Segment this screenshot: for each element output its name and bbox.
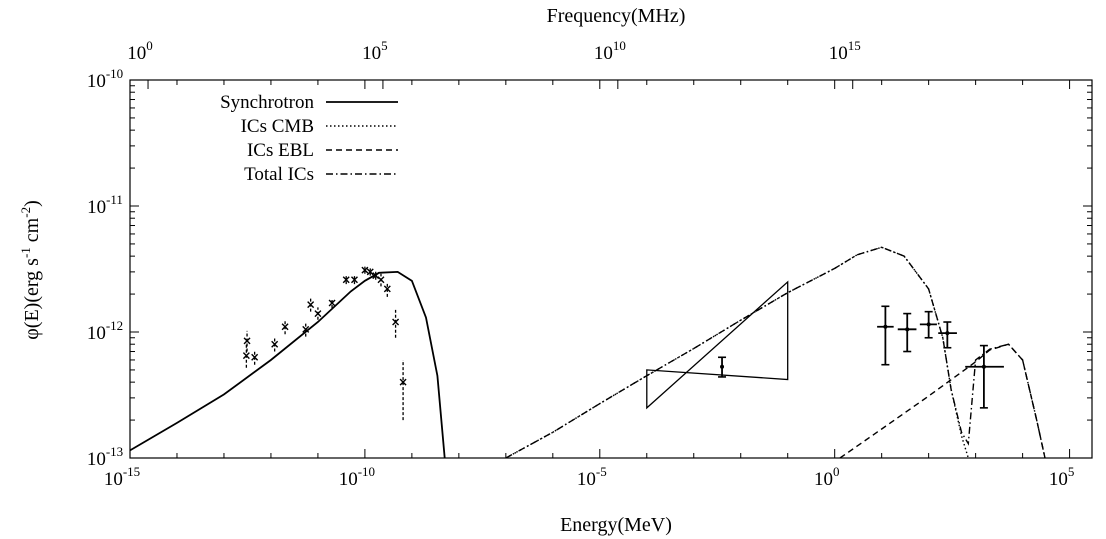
series-ics-cmb bbox=[505, 246, 969, 458]
x2-tick-label: 1010 bbox=[594, 38, 626, 64]
axes-layer bbox=[129, 79, 1093, 459]
data-point-marker bbox=[399, 378, 407, 386]
gamma-point-marker bbox=[905, 327, 910, 332]
x2-tick-label-base: 10 bbox=[127, 43, 146, 64]
y-axis-label-exp: -1 bbox=[18, 247, 33, 258]
gamma-point-marker bbox=[981, 364, 986, 369]
y-tick-label-base: 10 bbox=[87, 71, 106, 92]
y-axis-label-exp: -2 bbox=[18, 207, 33, 218]
y-tick-label-exp: -11 bbox=[106, 192, 123, 207]
data-point-marker bbox=[342, 276, 350, 284]
x-tick-label-exp: -5 bbox=[596, 464, 607, 479]
x-tick-label-base: 10 bbox=[814, 469, 833, 490]
x2-tick-label: 105 bbox=[362, 38, 388, 64]
data-point-marker bbox=[307, 301, 315, 309]
x2-tick-label-base: 10 bbox=[362, 43, 381, 64]
data-point-marker bbox=[377, 276, 385, 284]
gamma-point-marker bbox=[883, 324, 888, 329]
data-point-marker bbox=[361, 266, 369, 274]
data-point-marker bbox=[372, 272, 380, 280]
data-point-marker bbox=[281, 323, 289, 331]
plot-frame bbox=[129, 79, 1093, 459]
legend-label: Synchrotron bbox=[220, 92, 314, 113]
x-tick-label: 100 bbox=[814, 464, 840, 490]
x-tick-label-base: 10 bbox=[577, 469, 596, 490]
y-axis-label-part: cm bbox=[21, 217, 43, 247]
x-axis-label: Energy(MeV) bbox=[560, 514, 672, 536]
x-tick-label-base: 10 bbox=[1049, 469, 1068, 490]
x2-tick-label: 1015 bbox=[829, 38, 861, 64]
top-axis-label: Frequency(MHz) bbox=[547, 5, 686, 27]
x-tick-label: 105 bbox=[1049, 464, 1075, 490]
x-tick-label: 10-5 bbox=[577, 464, 607, 490]
y-axis-label-part: ) bbox=[21, 200, 43, 207]
gamma-point-marker bbox=[926, 322, 931, 327]
data-point-marker bbox=[392, 318, 400, 326]
y-tick-label-exp: -10 bbox=[106, 66, 123, 81]
y-tick-label: 10-12 bbox=[87, 318, 123, 344]
x2-tick-label-exp: 0 bbox=[146, 38, 153, 53]
data-point-marker bbox=[314, 310, 322, 318]
gamma-point-marker bbox=[945, 331, 950, 336]
y-axis-label: φ(E)(erg s-1 cm-2) bbox=[18, 200, 43, 340]
series-total-ics bbox=[505, 246, 1046, 458]
x2-tick-label-exp: 15 bbox=[848, 38, 861, 53]
legend-label: ICs EBL bbox=[247, 140, 314, 161]
y-tick-label-exp: -13 bbox=[106, 444, 123, 459]
legend: Synchrotron ICs CMB ICs EBL Total ICs bbox=[220, 92, 398, 185]
data-point-marker bbox=[251, 353, 259, 361]
x-tick-label-exp: -10 bbox=[358, 464, 375, 479]
y-tick-label-base: 10 bbox=[87, 323, 106, 344]
x-tick-label-exp: -15 bbox=[123, 464, 140, 479]
x2-tick-label: 100 bbox=[127, 38, 153, 64]
y-tick-label-exp: -12 bbox=[106, 318, 123, 333]
y-tick-label: 10-13 bbox=[87, 444, 123, 470]
gamma-point-marker bbox=[720, 364, 725, 369]
data-points-layer bbox=[242, 266, 1004, 421]
data-point-marker bbox=[243, 337, 251, 345]
x-tick-label-base: 10 bbox=[339, 469, 358, 490]
data-point-marker bbox=[328, 299, 336, 307]
legend-label: ICs CMB bbox=[241, 116, 314, 137]
series-ics-ebl bbox=[839, 343, 1046, 458]
x-tick-label: 10-15 bbox=[104, 464, 140, 490]
x2-tick-label-base: 10 bbox=[829, 43, 848, 64]
bowtie-butterfly bbox=[646, 280, 789, 410]
data-point-marker bbox=[366, 268, 374, 276]
data-point-marker bbox=[242, 352, 250, 360]
y-axis-label-part: φ(E)(erg s bbox=[21, 258, 43, 340]
y-tick-label-base: 10 bbox=[87, 197, 106, 218]
legend-label: Total ICs bbox=[244, 164, 314, 185]
x2-tick-label-exp: 5 bbox=[381, 38, 388, 53]
x-tick-label: 10-10 bbox=[339, 464, 375, 490]
x2-tick-label-exp: 10 bbox=[613, 38, 626, 53]
y-tick-label-base: 10 bbox=[87, 449, 106, 470]
data-point-marker bbox=[350, 276, 358, 284]
series-layer bbox=[130, 246, 1046, 458]
x-tick-label-exp: 5 bbox=[1068, 464, 1075, 479]
y-tick-label: 10-10 bbox=[87, 66, 123, 92]
x-tick-label-base: 10 bbox=[104, 469, 123, 490]
series-synchrotron bbox=[130, 270, 446, 458]
y-tick-label: 10-11 bbox=[87, 192, 123, 218]
data-point-marker bbox=[302, 325, 310, 333]
x-tick-label-exp: 0 bbox=[833, 464, 840, 479]
data-point-marker bbox=[271, 340, 279, 348]
data-point-marker bbox=[383, 285, 391, 293]
x2-tick-label-base: 10 bbox=[594, 43, 613, 64]
